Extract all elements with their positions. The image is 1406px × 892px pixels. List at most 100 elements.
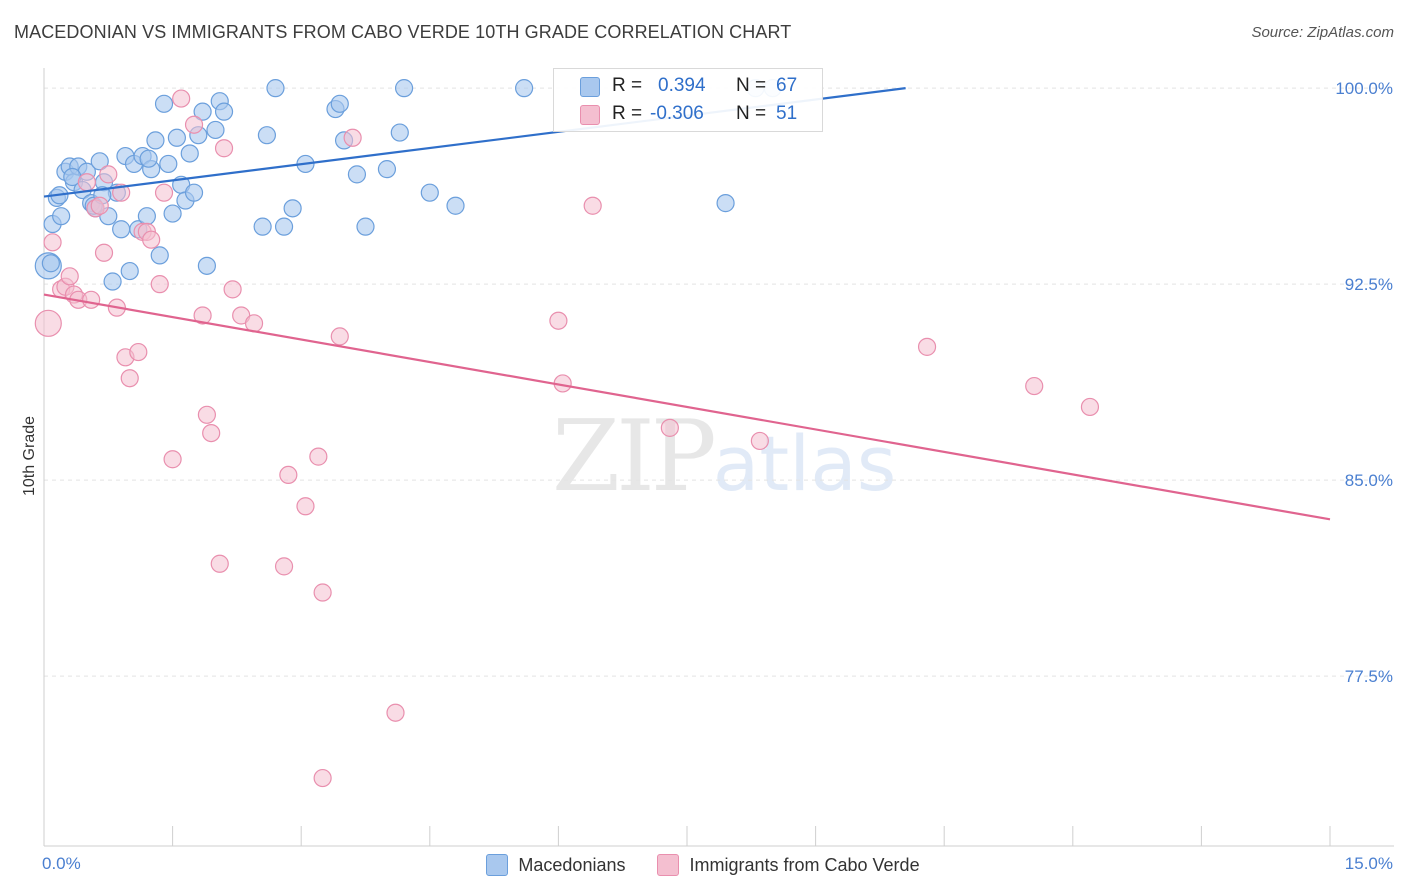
caboverde-point [94, 243, 114, 262]
caboverde-point [82, 290, 101, 309]
caboverde-point [583, 196, 602, 215]
macedonians-point [184, 183, 204, 202]
macedonians-point [167, 128, 186, 147]
caboverde-point [142, 230, 161, 249]
macedonians-point [197, 256, 216, 275]
caboverde-point [1080, 397, 1100, 417]
caboverde-point [163, 450, 182, 469]
r-value: -0.306 [650, 103, 704, 124]
caboverde-point [184, 115, 204, 134]
legend-label-macedonians: Macedonians [518, 854, 626, 875]
legend-item-caboverde[interactable]: Immigrants from Cabo Verde [657, 852, 920, 878]
macedonians-point [390, 123, 409, 142]
caboverde-point [202, 423, 221, 443]
caboverde-point [120, 369, 139, 388]
caboverde-point [549, 311, 568, 330]
caboverde-point [210, 554, 229, 573]
y-tick-label: 100.0% [1335, 79, 1393, 98]
caboverde-point [60, 267, 79, 286]
macedonians-point [206, 120, 225, 140]
macedonians-point [159, 154, 178, 174]
stats-row-macedonians: R = 0.394 N = 67 [554, 72, 822, 100]
watermark-zip: ZIP [552, 400, 717, 514]
macedonians-point [283, 199, 302, 218]
r-label: R = [612, 103, 643, 124]
macedonians-point [253, 217, 272, 236]
macedonians-point [347, 165, 367, 184]
macedonians-point [356, 217, 375, 236]
caboverde-point [77, 173, 96, 192]
macedonians-point [103, 272, 122, 291]
caboverde-point [223, 280, 242, 299]
y-tick-label: 92.5% [1345, 275, 1393, 294]
caboverde-point [313, 583, 332, 602]
caboverde-point [917, 337, 937, 356]
macedonians-point [163, 204, 182, 223]
r-label: R = [612, 75, 643, 96]
macedonians-point [180, 144, 199, 163]
caboverde-point [154, 183, 174, 202]
macedonians-point [193, 102, 212, 121]
macedonians-point [274, 217, 294, 236]
legend-label-caboverde: Immigrants from Cabo Verde [689, 854, 920, 875]
macedonians-point [52, 207, 71, 226]
macedonians-point [150, 246, 169, 265]
chart-source: Source: ZipAtlas.com [1251, 24, 1394, 41]
n-label: N = [736, 103, 767, 124]
caboverde-legend-swatch [657, 854, 680, 876]
n-value: 51 [776, 103, 798, 124]
caboverde-point [313, 768, 332, 788]
macedonians-point [139, 149, 158, 168]
caboverde-point [129, 342, 148, 362]
macedonians-point [266, 79, 285, 98]
caboverde-point [309, 447, 328, 466]
macedonians-point [446, 196, 465, 215]
watermark: ZIPatlas [552, 400, 896, 514]
caboverde-point [343, 128, 362, 147]
caboverde-trendline [43, 293, 1331, 521]
caboverde-point [214, 139, 234, 158]
caboverde-point [43, 233, 62, 252]
macedonians-point [716, 194, 735, 213]
macedonians-swatch [580, 77, 600, 97]
caboverde-point [193, 306, 212, 325]
caboverde-swatch [580, 105, 600, 125]
caboverde-point [150, 275, 169, 294]
caboverde-point [90, 196, 109, 215]
macedonians-point [394, 79, 414, 98]
caboverde-point [274, 557, 294, 576]
caboverde-point [660, 418, 679, 437]
x-tick-label: 0.0% [42, 854, 81, 873]
macedonians-point [257, 126, 277, 145]
n-label: N = [736, 75, 767, 96]
n-value: 67 [776, 75, 798, 96]
caboverde-point [197, 405, 216, 424]
macedonians-point [330, 94, 349, 113]
caboverde-point [386, 703, 405, 722]
caboverde-point [330, 327, 349, 346]
caboverde-point [750, 431, 769, 451]
macedonians-point [214, 102, 234, 121]
chart-title: MACEDONIAN VS IMMIGRANTS FROM CABO VERDE… [14, 22, 792, 42]
legend-item-macedonians[interactable]: Macedonians [486, 852, 625, 878]
macedonians-point [146, 131, 165, 150]
stats-box: R = 0.394 N = 67 R = -0.306 N = 51 [553, 68, 823, 132]
x-tick-label: 15.0% [1345, 854, 1393, 873]
macedonians-point [377, 160, 397, 179]
caboverde-point [279, 465, 298, 485]
caboverde-point [172, 89, 191, 108]
macedonians-point [90, 152, 109, 171]
y-tick-label: 77.5% [1345, 667, 1393, 686]
watermark-atlas: atlas [712, 419, 897, 508]
legend: Macedonians Immigrants from Cabo Verde [0, 852, 1406, 878]
caboverde-point [1025, 376, 1044, 396]
caboverde-point [296, 497, 315, 516]
macedonians-point [137, 207, 156, 226]
caboverde-point [99, 165, 118, 184]
macedonians-point [120, 261, 139, 281]
macedonians-point [515, 79, 534, 98]
y-tick-label: 85.0% [1345, 471, 1393, 490]
macedonians-point [41, 254, 60, 273]
caboverde-point [34, 309, 62, 337]
